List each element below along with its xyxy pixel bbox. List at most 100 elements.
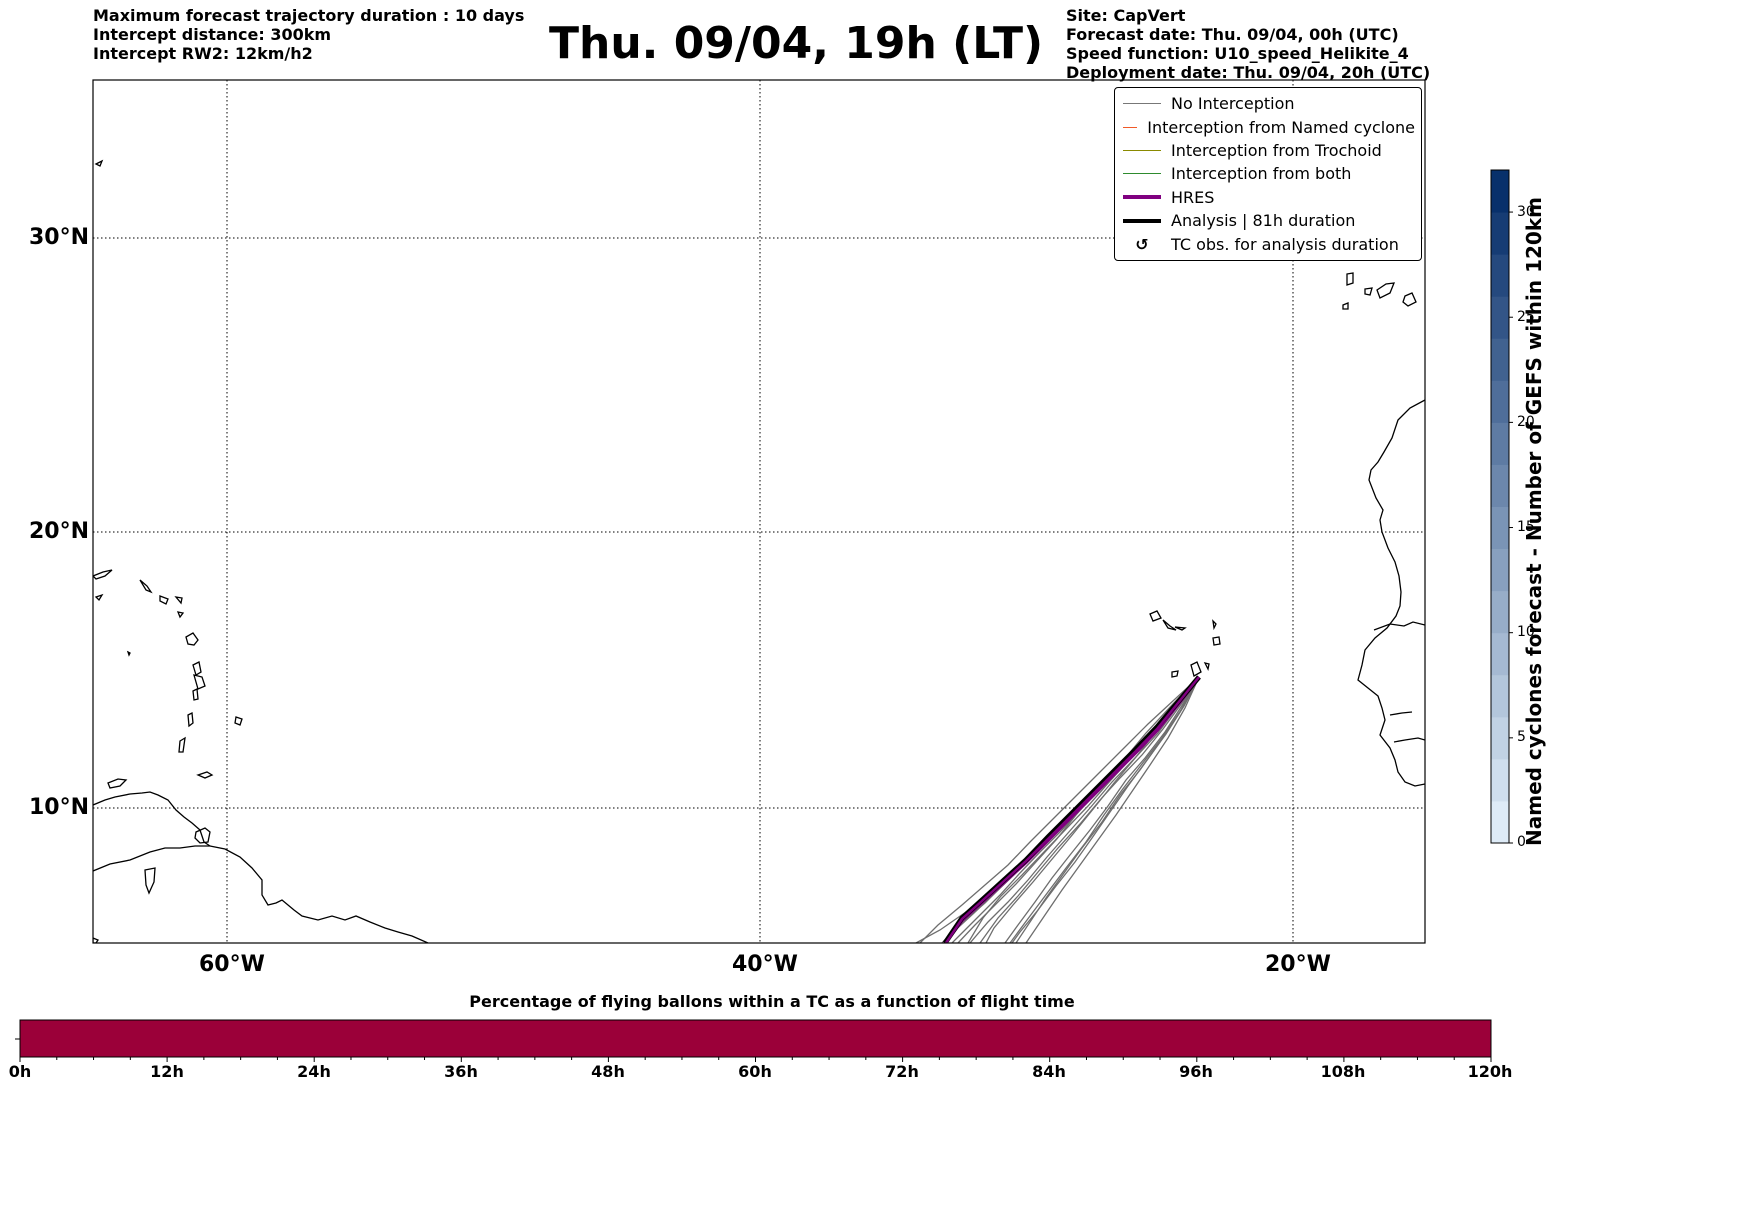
map-frame	[92, 79, 1426, 944]
island-canary	[1376, 282, 1396, 299]
flight-bar-title: Percentage of flying ballons within a TC…	[469, 992, 1075, 1011]
legend-entry: Interception from both	[1121, 162, 1415, 185]
island-cape-verde	[1212, 636, 1221, 646]
island-canary	[1364, 287, 1373, 296]
legend-swatch	[1123, 218, 1161, 223]
island-trinidad	[194, 827, 211, 844]
colorbar-tick-label: 15	[1517, 519, 1535, 535]
island-caribbean	[126, 650, 131, 657]
colorbar-tick-label: 20	[1517, 414, 1535, 430]
header-line: Maximum forecast trajectory duration : 1…	[93, 6, 525, 25]
colorbar-band	[1491, 590, 1509, 634]
legend-label: TC obs. for analysis duration	[1171, 234, 1399, 254]
island-caribbean	[159, 595, 169, 605]
island-cape-verde	[1174, 626, 1187, 631]
island-caribbean	[193, 674, 206, 690]
island-canary	[1402, 292, 1417, 307]
trajectories-no-interception	[915, 676, 1200, 943]
flight-bar-fill	[19, 1019, 1492, 1058]
island-caribbean	[178, 736, 186, 753]
trajectory-hres	[944, 676, 1200, 943]
coastline-west-africa	[1373, 621, 1425, 631]
legend-label: HRES	[1171, 187, 1215, 207]
legend-entry: Interception from Trochoid	[1121, 139, 1415, 162]
colorbar-band	[1491, 674, 1509, 718]
flight-bar-tick-label: 120h	[1467, 1062, 1513, 1081]
legend-swatch	[1123, 195, 1161, 200]
flight-bar-tick-label: 84h	[1032, 1062, 1066, 1081]
colorbar-band	[1491, 422, 1509, 465]
trajectory	[1011, 676, 1200, 943]
header-right: Site: CapVert Forecast date: Thu. 09/04,…	[1066, 6, 1430, 82]
flight-bar-tick-label: 96h	[1179, 1062, 1213, 1081]
colorbar-band	[1491, 464, 1509, 507]
island-caribbean	[93, 569, 113, 580]
colorbar-band	[1491, 758, 1509, 802]
trajectory	[1009, 676, 1200, 943]
trajectory	[969, 676, 1200, 943]
island-caribbean	[174, 596, 183, 605]
flight-time-bar	[15, 1019, 1492, 1062]
map-legend: No Interception Interception from Named …	[1114, 87, 1422, 261]
colorbar-band	[1491, 170, 1509, 213]
island-canary	[1346, 272, 1354, 286]
colorbar-tick-label: 30	[1517, 204, 1535, 220]
legend-swatch	[1123, 149, 1161, 151]
island-cape-verde	[1190, 661, 1202, 677]
island-caribbean	[139, 579, 153, 594]
coastline-west-africa	[1357, 399, 1425, 787]
flight-bar-tick-label: 48h	[591, 1062, 625, 1081]
y-tick-label: 30°N	[29, 225, 90, 250]
header-line: Forecast date: Thu. 09/04, 00h (UTC)	[1066, 25, 1399, 44]
coastlines	[93, 159, 1425, 943]
header-line: Speed function: U10_speed_Helikite_4	[1066, 44, 1409, 63]
flight-bar-tick-label: 36h	[444, 1062, 478, 1081]
legend-label: Interception from both	[1171, 164, 1352, 184]
colorbar-tick-label: 5	[1517, 729, 1526, 745]
legend-entry: Interception from Named cyclone	[1121, 115, 1415, 138]
trajectory	[1025, 676, 1200, 943]
island-caribbean	[187, 711, 194, 728]
trajectory	[1004, 676, 1200, 943]
coastline-south-america	[93, 845, 429, 943]
page-title: Thu. 09/04, 19h (LT)	[549, 18, 1044, 69]
flight-bar-tick-label: 0h	[8, 1062, 32, 1081]
island-cape-verde	[1203, 662, 1210, 671]
header-line: Site: CapVert	[1066, 6, 1186, 25]
flight-bar-tick-label: 60h	[738, 1062, 772, 1081]
flight-bar-tick-label: 108h	[1320, 1062, 1366, 1081]
colorbar-label: Named cyclones forecast - Number of GEFS…	[1522, 197, 1546, 846]
island-caribbean	[192, 661, 202, 676]
flight-bar-tick-label: 12h	[150, 1062, 184, 1081]
colorbar-band	[1491, 548, 1509, 592]
island-caribbean	[185, 632, 199, 646]
header-line: Deployment date: Thu. 09/04, 20h (UTC)	[1066, 63, 1431, 82]
colorbar-band	[1491, 380, 1509, 423]
colorbar-band	[1491, 800, 1509, 844]
island-cape-verde	[1212, 619, 1217, 631]
island-caribbean	[94, 159, 104, 167]
header-line: Intercept RW2: 12km/h2	[93, 44, 313, 63]
coastline-west-africa	[1393, 737, 1425, 743]
colorbar-band	[1491, 212, 1509, 255]
flight-bar-tick-label: 24h	[297, 1062, 331, 1081]
legend-entry: ↺ TC obs. for analysis duration	[1121, 232, 1415, 255]
island-caribbean	[176, 611, 185, 619]
legend-entry: Analysis | 81h duration	[1121, 209, 1415, 232]
legend-entry: No Interception	[1121, 92, 1415, 115]
colorbar-band	[1491, 716, 1509, 760]
colorbar	[1490, 169, 1513, 844]
y-tick-label: 20°N	[29, 519, 90, 544]
x-tick-label: 20°W	[1265, 952, 1331, 977]
colorbar-band	[1491, 632, 1509, 676]
colorbar-tick-label: 0	[1517, 834, 1526, 850]
island-caribbean	[234, 716, 243, 726]
legend-swatch	[1123, 103, 1161, 105]
colorbar-band	[1491, 296, 1509, 339]
island-caribbean	[144, 867, 156, 895]
colorbar-band	[1491, 254, 1509, 297]
colorbar-band	[1491, 338, 1509, 381]
trajectory	[919, 676, 1200, 943]
island-caribbean	[93, 937, 99, 943]
